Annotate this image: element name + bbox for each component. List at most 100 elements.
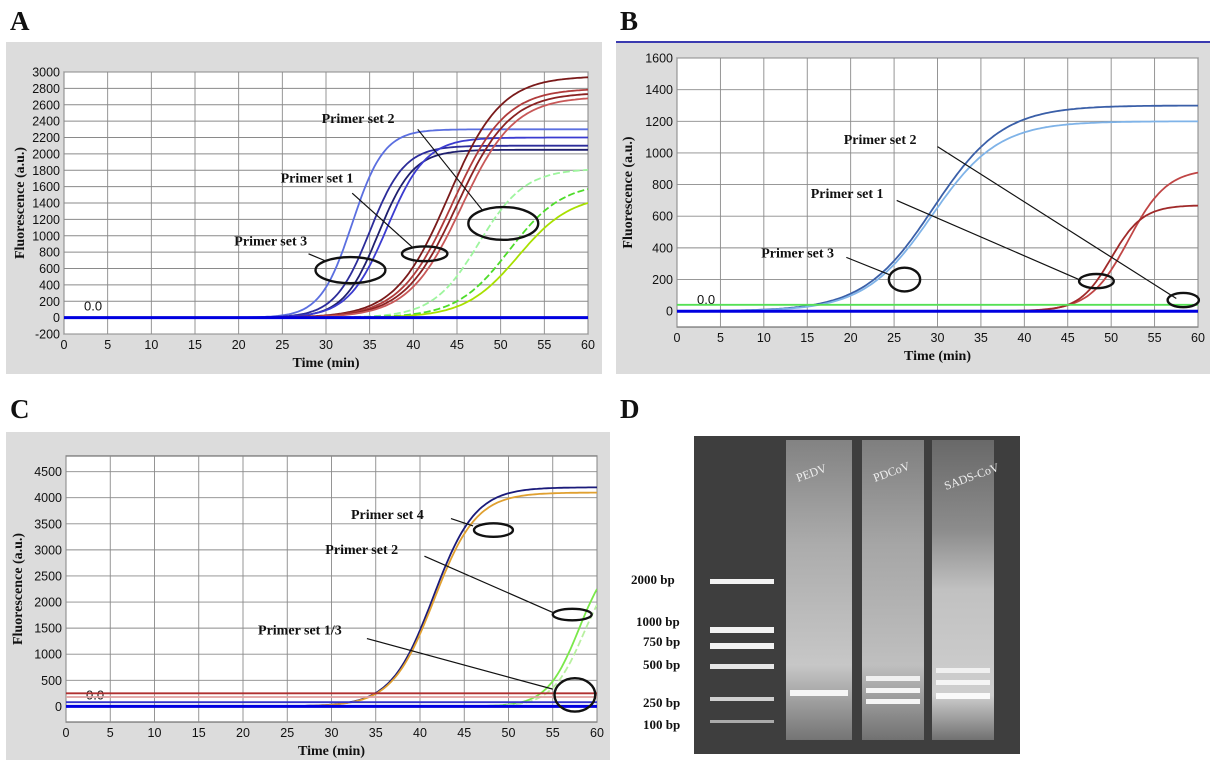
- bp-label-500: 500 bp: [643, 657, 680, 672]
- chart-c-x-tick: 20: [236, 726, 250, 740]
- chart-a-series-1: [64, 128, 588, 319]
- chart-b-y-tick: 400: [652, 241, 673, 255]
- ladder-band-250: [710, 697, 774, 701]
- chart-c-y-tick: 3000: [34, 543, 62, 557]
- chart-a-annotation-ellipse: [400, 245, 449, 263]
- chart-a-x-tick: 50: [494, 338, 508, 352]
- chart-c-annotation-ellipse: [553, 676, 597, 713]
- chart-b-frame: [616, 42, 1210, 374]
- chart-c-y-tick: 1500: [34, 622, 62, 636]
- pdcov-band-1: [866, 676, 920, 681]
- chart-a-y-tick: 800: [39, 246, 60, 260]
- chart-c-series-3: [66, 588, 597, 708]
- chart-a-x-tick: 0: [61, 338, 68, 352]
- chart-a-y-tick: -200: [35, 328, 60, 342]
- chart-b-y-tick: 1200: [645, 115, 673, 129]
- chart-b-plot-area: [676, 57, 1199, 328]
- chart-c-y-tick: 2000: [34, 596, 62, 610]
- chart-b-x-axis-title: Time (min): [904, 349, 971, 364]
- gel-lane-3: [932, 440, 994, 740]
- chart-b-annotation-label: Primer set 3: [761, 246, 834, 261]
- chart-a-series-4: [64, 136, 588, 319]
- pedv-band: [790, 690, 848, 696]
- chart-a-x-tick: 45: [450, 338, 464, 352]
- chart-a-series-7: [64, 93, 588, 319]
- chart-a-frame: [6, 42, 602, 374]
- chart-c-x-tick: 40: [413, 726, 427, 740]
- chart-a-y-tick: 1400: [32, 197, 60, 211]
- chart-c-x-tick: 15: [192, 726, 206, 740]
- bp-label-750: 750 bp: [643, 634, 680, 649]
- chart-b-annotation-label: Primer set 1: [811, 187, 884, 202]
- chart-c-annotation-ellipse: [472, 522, 515, 539]
- chart-a-y-tick: 0: [53, 311, 60, 325]
- chart-b-annotation-ellipse: [1077, 272, 1115, 290]
- sads-band-1: [936, 668, 990, 673]
- chart-b-x-tick: 0: [674, 331, 681, 345]
- chart-a-x-axis-title: Time (min): [292, 356, 359, 371]
- chart-c-series-1: [66, 486, 597, 708]
- chart-b-annotation-leader: [937, 146, 1177, 300]
- ladder-band-500: [710, 664, 774, 669]
- chart-c-baseline-label: 0.0: [86, 687, 104, 702]
- chart-a-annotation-label: Primer set 1: [281, 172, 354, 187]
- chart-a-annotation-label: Primer set 3: [234, 235, 307, 250]
- chart-a-series-9: [64, 169, 588, 319]
- chart-a-annotation-ellipse: [467, 205, 540, 242]
- bp-label-2000: 2000 bp: [631, 572, 675, 587]
- chart-a-x-tick: 55: [537, 338, 551, 352]
- chart-b-x-tick: 30: [931, 331, 945, 345]
- chart-a-series-2: [64, 144, 588, 319]
- chart-c-series-4: [66, 604, 597, 708]
- chart-a-annotation-leader: [351, 192, 414, 249]
- panel-label-a: A: [10, 6, 30, 36]
- chart-a-y-tick: 3000: [32, 66, 60, 80]
- chart-a-y-tick: 1000: [32, 229, 60, 243]
- chart-c-x-tick: 25: [280, 726, 294, 740]
- chart-c-annotation-label: Primer set 2: [325, 543, 398, 558]
- chart-c-x-tick: 5: [107, 726, 114, 740]
- panel-label-b: B: [620, 6, 639, 36]
- chart-c-y-tick: 0: [55, 700, 62, 714]
- chart-a-series-10: [64, 188, 588, 319]
- chart-a-y-tick: 2800: [32, 82, 60, 96]
- gel-background: [694, 436, 1020, 754]
- chart-a-annotation-ellipse: [314, 255, 387, 285]
- chart-b-y-tick: 800: [652, 178, 673, 192]
- chart-a-y-tick: 1600: [32, 180, 60, 194]
- chart-a-series-8: [64, 97, 588, 319]
- chart-a-series-3: [64, 148, 588, 319]
- chart-b-annotation-leader: [846, 256, 890, 276]
- ladder-band-750: [710, 643, 774, 649]
- chart-c-x-tick: 50: [502, 726, 516, 740]
- gel-lane-2: [862, 440, 924, 740]
- chart-c-y-tick: 2500: [34, 569, 62, 583]
- chart-c-x-tick: 30: [325, 726, 339, 740]
- chart-c-x-tick: 45: [457, 726, 471, 740]
- chart-a-x-tick: 30: [319, 338, 333, 352]
- chart-b-x-tick: 35: [974, 331, 988, 345]
- chart-b-y-tick: 200: [652, 273, 673, 287]
- chart-b-annotation-label: Primer set 2: [844, 133, 917, 148]
- chart-c-plot-area: [65, 455, 598, 723]
- sads-band-3: [936, 693, 990, 699]
- chart-a-y-tick: 2600: [32, 98, 60, 112]
- chart-c-y-tick: 500: [41, 674, 62, 688]
- chart-a-y-tick: 600: [39, 262, 60, 276]
- chart-c-x-tick: 10: [148, 726, 162, 740]
- chart-b-annotation-ellipse: [1166, 291, 1201, 309]
- pdcov-band-2: [866, 688, 920, 693]
- chart-a-x-tick: 20: [232, 338, 246, 352]
- chart-c-y-tick: 3500: [34, 517, 62, 531]
- chart-c-series-2: [66, 491, 597, 708]
- chart-a-annotation-label: Primer set 2: [322, 112, 395, 127]
- panel-label-d: D: [620, 394, 640, 424]
- chart-b-y-tick: 1600: [645, 52, 673, 66]
- chart-c-annotation-label: Primer set 4: [351, 508, 424, 523]
- chart-a-y-tick: 2400: [32, 115, 60, 129]
- chart-c-x-tick: 55: [546, 726, 560, 740]
- chart-a-y-axis-title: Fluorescence (a.u.): [13, 147, 28, 259]
- chart-b-series-3: [677, 171, 1198, 313]
